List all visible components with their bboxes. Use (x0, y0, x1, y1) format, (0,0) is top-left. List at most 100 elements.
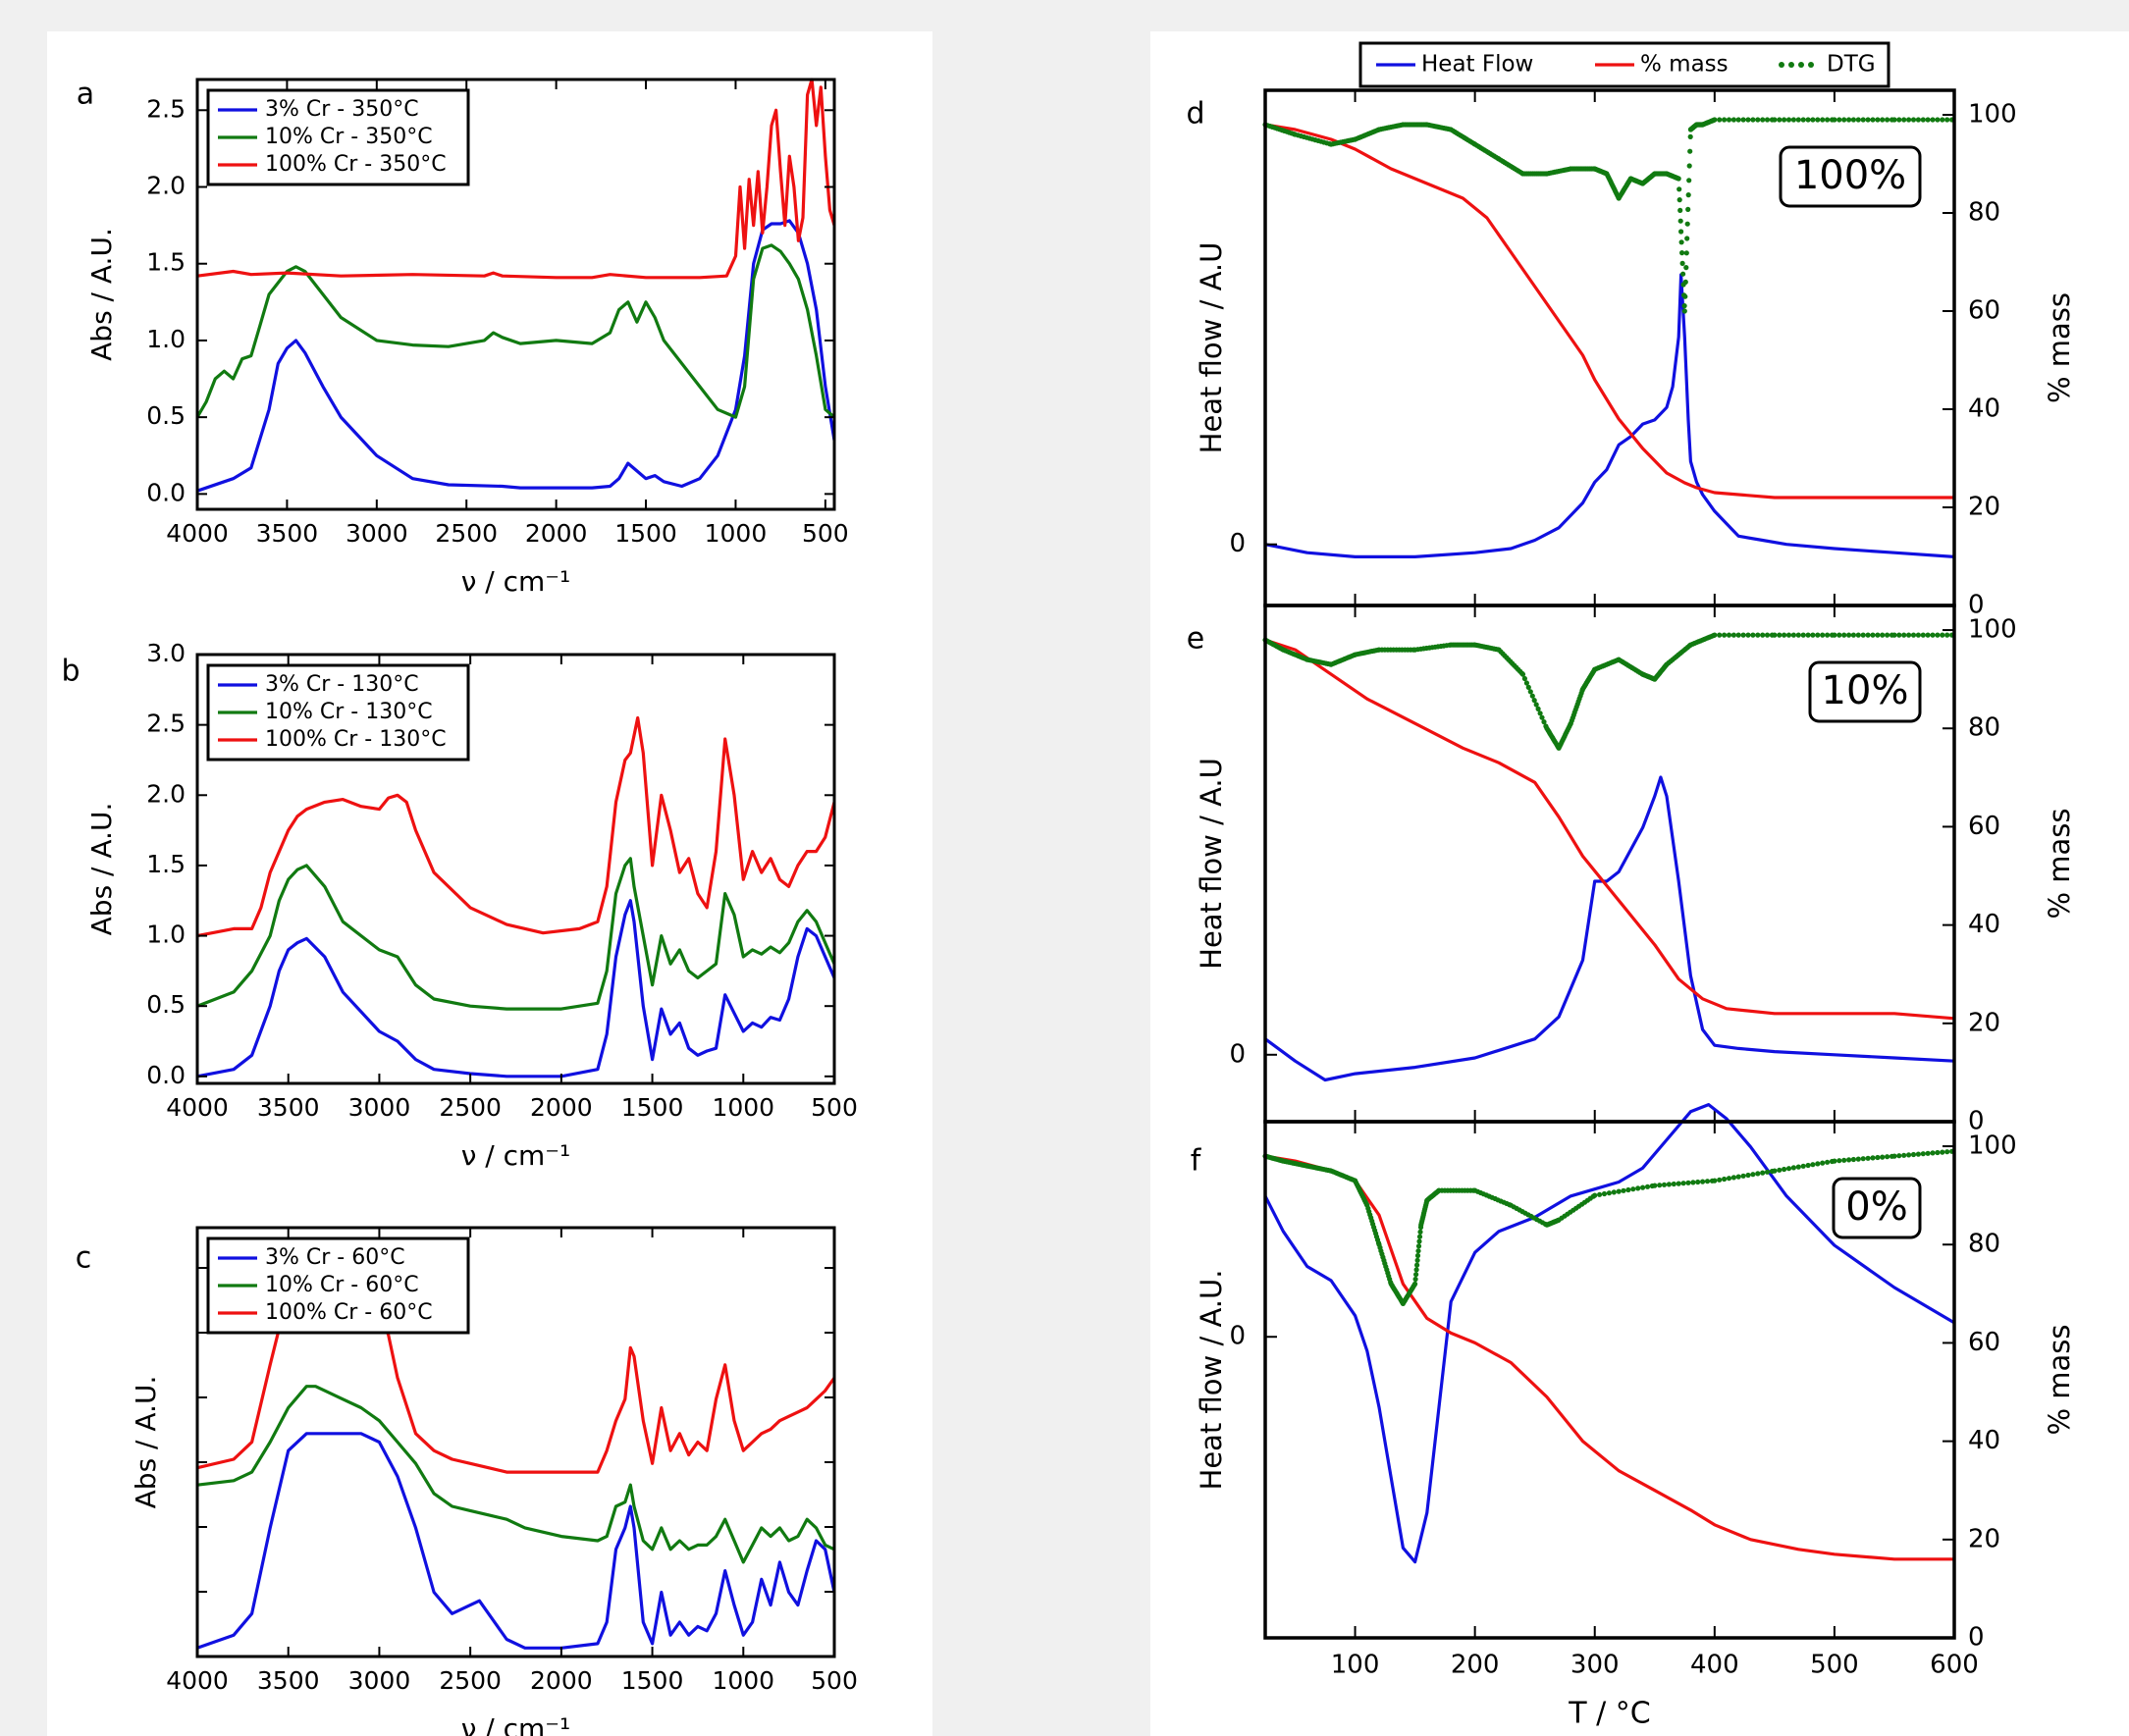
dtg-point-f-284 (1885, 1154, 1890, 1160)
dtg-point-d-367 (1906, 117, 1912, 123)
dtg-point-f-117 (1412, 1281, 1418, 1287)
dtg-point-e-139 (1537, 710, 1543, 716)
x-axis-label-f: T / °C (1568, 1697, 1650, 1731)
x-tick-label-a-2500: 2500 (435, 519, 498, 548)
dtg-point-d-268 (1679, 260, 1685, 266)
series-line-b-2 (196, 715, 836, 938)
dtg-point-d-281 (1685, 192, 1691, 198)
tga-legend-label-2: DTG (1827, 52, 1876, 78)
dtg-point-e-299 (1832, 632, 1837, 638)
dtg-point-f-279 (1860, 1156, 1866, 1162)
y2-axis-label-d: % mass (2043, 292, 2076, 403)
dtg-point-f-262 (1782, 1166, 1787, 1173)
series-line-d-1 (1264, 123, 1954, 500)
series-line-c-1 (196, 1385, 835, 1564)
dtg-point-e-140 (1539, 714, 1545, 720)
dtg-point-f-242 (1690, 1180, 1696, 1185)
dtg-point-f-230 (1635, 1185, 1641, 1191)
dtg-point-f-263 (1785, 1166, 1792, 1172)
dtg-point-f-266 (1800, 1163, 1806, 1169)
dtg-point-d-266 (1678, 239, 1684, 245)
y-tick-label-b-2: 2.0 (146, 779, 186, 808)
legend-label-a-0: 3% Cr - 350°C (265, 97, 419, 122)
dtg-point-f-288 (1901, 1152, 1907, 1158)
dtg-point-e-307 (1870, 632, 1876, 638)
dtg-point-f-270 (1820, 1160, 1826, 1166)
dtg-point-f-240 (1680, 1181, 1686, 1186)
dtg-point-d-372 (1930, 117, 1936, 123)
dtg-point-e-284 (1764, 632, 1771, 638)
dtg-point-d-348 (1820, 117, 1826, 123)
dtg-point-d-276 (1683, 265, 1689, 271)
annotation-box-d (1779, 145, 1922, 208)
tga-legend-swatch-dot-2 (1798, 62, 1804, 68)
dtg-point-f-248 (1717, 1177, 1723, 1183)
x-tick-label-b-1500: 1500 (621, 1093, 684, 1122)
dtg-point-d-277 (1683, 250, 1689, 256)
x-axis-label-b: ν / cm⁻¹ (461, 1139, 571, 1172)
annotation-label-d: 100% (1794, 153, 1906, 198)
x-tick-label-b-3500: 3500 (257, 1093, 320, 1122)
dtg-point-f-275 (1841, 1157, 1847, 1163)
x-tick-label-f-100: 100 (1331, 1651, 1380, 1680)
dtg-point-e-305 (1860, 632, 1866, 638)
panel-label-d: d (1186, 97, 1204, 132)
dtg-point-f-278 (1855, 1156, 1861, 1162)
dtg-point-d-375 (1944, 117, 1950, 123)
dtg-point-f-277 (1850, 1156, 1856, 1163)
dtg-point-f-292 (1920, 1151, 1926, 1157)
dtg-point-e-136 (1531, 698, 1537, 704)
dtg-point-e-288 (1782, 632, 1787, 638)
axes-frame-c (195, 1226, 836, 1658)
dtg-point-f-255 (1750, 1172, 1756, 1178)
series-line-b-1 (196, 857, 836, 1011)
dtg-point-e-312 (1891, 632, 1897, 638)
dtg-point-f-264 (1790, 1165, 1796, 1171)
x-tick-label-a-4000: 4000 (166, 519, 229, 548)
dtg-point-d-326 (1717, 117, 1723, 123)
axes-frame-a (195, 78, 836, 511)
dtg-point-d-333 (1750, 117, 1756, 123)
x-tick-label-f-300: 300 (1570, 1651, 1620, 1680)
dtg-point-f-295 (1935, 1149, 1941, 1156)
dtg-point-f-250 (1726, 1176, 1732, 1182)
x-tick-label-a-2000: 2000 (525, 519, 588, 548)
dtg-point-d-358 (1865, 117, 1871, 123)
dtg-point-e-274 (1717, 632, 1723, 638)
series-line-d-0 (1264, 273, 1955, 558)
y-tick-label-e-0: 0 (1229, 1039, 1246, 1069)
dtg-point-d-353 (1841, 117, 1847, 123)
dtg-point-f-239 (1676, 1181, 1681, 1186)
dtg-point-d-371 (1925, 117, 1931, 123)
y2-tick-label-f-20: 20 (1968, 1524, 2000, 1553)
dtg-point-f-120 (1413, 1267, 1419, 1273)
dtg-point-d-332 (1745, 117, 1751, 123)
dtg-point-d-345 (1805, 117, 1811, 123)
dtg-point-f-241 (1685, 1180, 1691, 1185)
dtg-point-f-125 (1415, 1243, 1422, 1249)
dtg-point-e-315 (1906, 632, 1912, 638)
dtg-point-f-251 (1730, 1175, 1736, 1181)
dtg-point-f-286 (1891, 1153, 1897, 1159)
dtg-point-f-253 (1740, 1173, 1746, 1179)
dtg-point-e-303 (1850, 632, 1856, 638)
dtg-point-e-318 (1920, 632, 1926, 638)
x-tick-label-c-3000: 3000 (348, 1666, 411, 1695)
dtg-point-e-286 (1772, 632, 1778, 638)
dtg-point-d-331 (1740, 117, 1746, 123)
dtg-point-d-344 (1800, 117, 1806, 123)
y-tick-label-a-1.5: 1.5 (146, 248, 186, 277)
dtg-point-f-238 (1671, 1181, 1677, 1187)
dtg-point-f-128 (1417, 1229, 1423, 1235)
tga-legend-swatch-dot-3 (1808, 62, 1814, 68)
y-tick-label-b-2.5: 2.5 (146, 710, 186, 738)
dtg-point-e-302 (1846, 632, 1852, 638)
dtg-point-e-131 (1521, 675, 1527, 682)
dtg-point-f-287 (1896, 1153, 1902, 1159)
legend-label-c-1: 10% Cr - 60°C (265, 1273, 419, 1297)
dtg-point-e-309 (1880, 632, 1886, 638)
tga-legend-label-1: % mass (1640, 52, 1729, 78)
dtg-point-f-221 (1592, 1192, 1598, 1198)
dtg-point-f-243 (1695, 1179, 1701, 1185)
dtg-point-d-260 (1676, 176, 1681, 182)
